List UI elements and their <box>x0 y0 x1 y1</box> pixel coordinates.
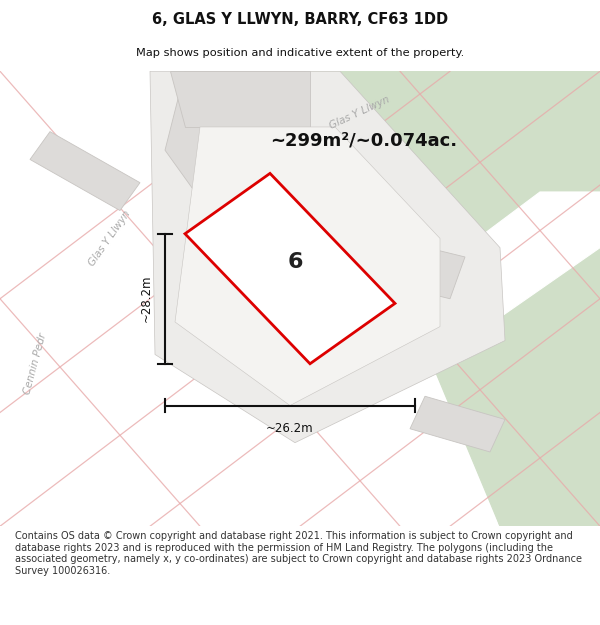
Polygon shape <box>410 396 505 452</box>
Text: ~28.2m: ~28.2m <box>140 275 153 322</box>
Polygon shape <box>355 234 465 299</box>
Text: ~26.2m: ~26.2m <box>266 422 314 435</box>
Polygon shape <box>165 71 310 192</box>
Polygon shape <box>80 192 600 526</box>
Text: ~299m²/~0.074ac.: ~299m²/~0.074ac. <box>270 132 457 150</box>
Polygon shape <box>310 71 600 526</box>
Text: Glas Y Llwyn: Glas Y Llwyn <box>328 95 392 131</box>
Text: Map shows position and indicative extent of the property.: Map shows position and indicative extent… <box>136 48 464 58</box>
Polygon shape <box>150 71 505 442</box>
Text: 6: 6 <box>287 252 303 272</box>
Polygon shape <box>30 132 140 211</box>
Polygon shape <box>0 71 210 276</box>
Text: Contains OS data © Crown copyright and database right 2021. This information is : Contains OS data © Crown copyright and d… <box>15 531 582 576</box>
Text: Cennin Pedr: Cennin Pedr <box>22 332 48 396</box>
Polygon shape <box>170 71 310 127</box>
Polygon shape <box>175 127 440 406</box>
Text: Glas Y Llwyn: Glas Y Llwyn <box>87 209 133 268</box>
Polygon shape <box>185 173 395 364</box>
Polygon shape <box>338 71 600 526</box>
Text: 6, GLAS Y LLWYN, BARRY, CF63 1DD: 6, GLAS Y LLWYN, BARRY, CF63 1DD <box>152 12 448 28</box>
